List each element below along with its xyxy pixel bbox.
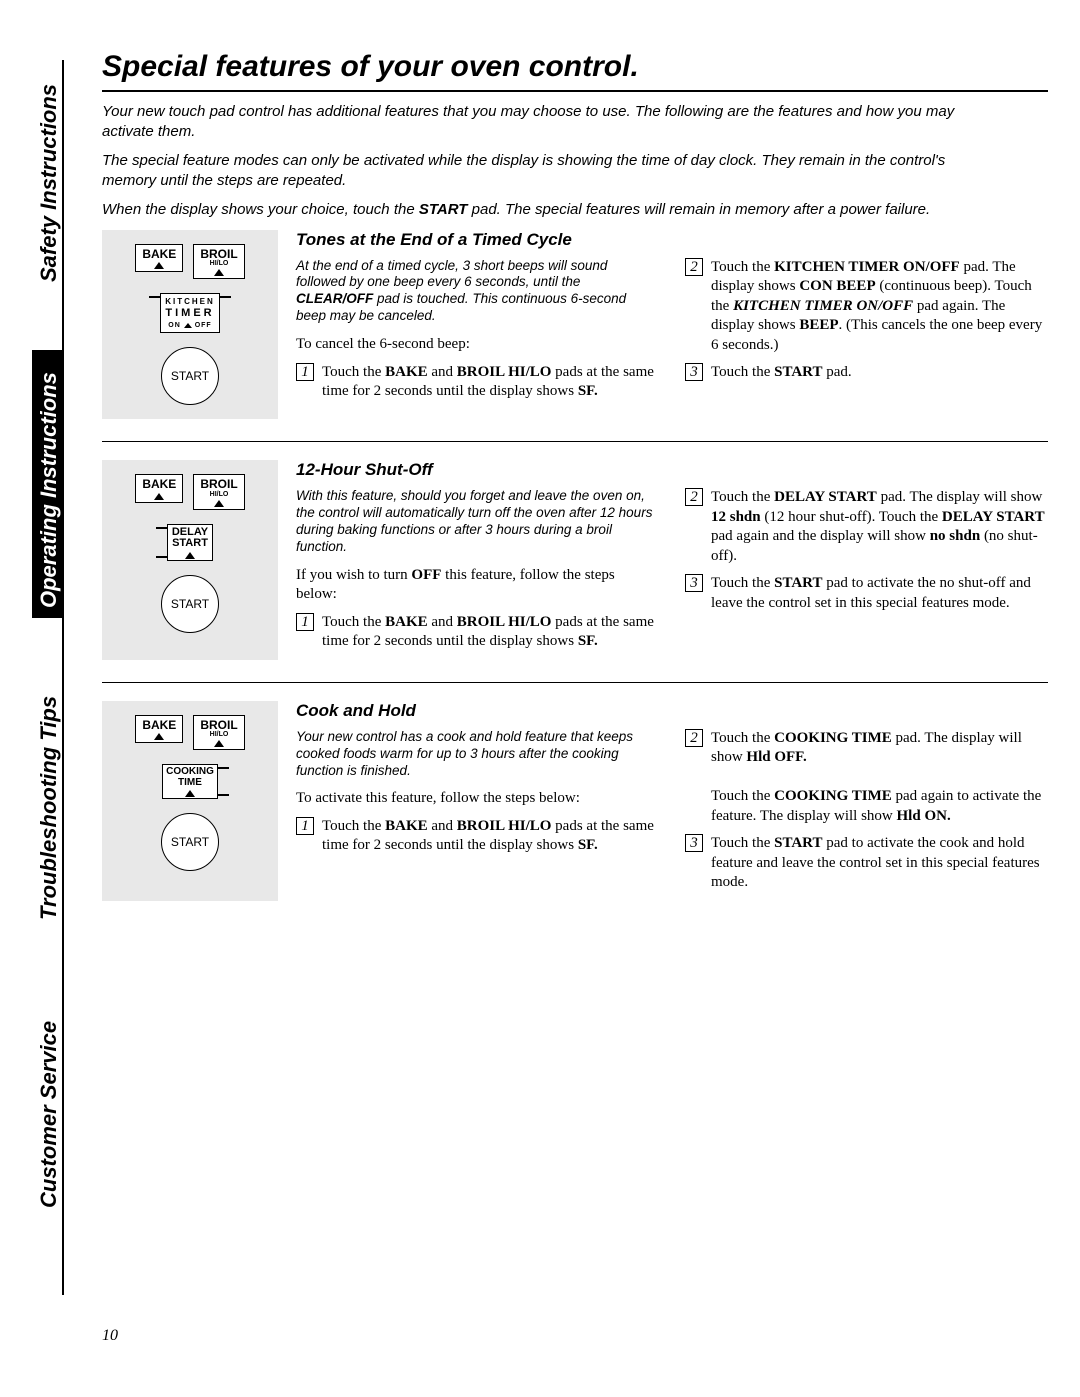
tab-label: Operating Instructions xyxy=(36,372,62,608)
up-arrow-icon xyxy=(185,552,195,559)
up-arrow-icon xyxy=(154,493,164,500)
lead-text: To cancel the 6-second beep: xyxy=(296,335,659,355)
tab-label: Safety Instructions xyxy=(36,84,62,282)
up-arrow-icon xyxy=(214,269,224,276)
tab-operating: Operating Instructions xyxy=(32,350,62,618)
sidebar-divider xyxy=(62,60,64,1295)
step-number-icon: 3 xyxy=(685,574,703,592)
up-arrow-icon xyxy=(154,733,164,740)
page-number: 10 xyxy=(102,1327,118,1345)
section-title: Cook and Hold xyxy=(296,701,1048,721)
section-tones: BAKE BROIL HI/LO KITCHEN TIMER ON OFF xyxy=(102,230,1048,443)
intro-text: Your new touch pad control has additiona… xyxy=(102,102,1002,220)
lead-text: To activate this feature, follow the ste… xyxy=(296,789,659,809)
intro-p1: Your new touch pad control has additiona… xyxy=(102,102,1002,141)
step-2: 2 Touch the KITCHEN TIMER ON/OFF pad. Th… xyxy=(685,258,1048,356)
pad-bake: BAKE xyxy=(135,244,183,273)
page-title: Special features of your oven control. xyxy=(102,50,1048,92)
step-1: 1 Touch the BAKE and BROIL HI/LO pads at… xyxy=(296,363,659,402)
step-number-icon: 2 xyxy=(685,488,703,506)
intro-p3: When the display shows your choice, touc… xyxy=(102,200,1002,220)
step-number-icon: 3 xyxy=(685,834,703,852)
up-arrow-icon xyxy=(214,500,224,507)
intro-p2: The special feature modes can only be ac… xyxy=(102,151,1002,190)
up-arrow-icon xyxy=(184,323,192,328)
section-intro: Your new control has a cook and hold fea… xyxy=(296,729,659,780)
step-3: 3 Touch the START pad to activate the co… xyxy=(685,834,1048,893)
step-3: 3 Touch the START pad. xyxy=(685,363,1048,383)
pad-bake: BAKE xyxy=(135,474,183,503)
step-number-icon: 2 xyxy=(685,729,703,747)
step-number-icon: 1 xyxy=(296,817,314,835)
step-3: 3 Touch the START pad to activate the no… xyxy=(685,574,1048,613)
sidebar-tabs: Safety Instructions Operating Instructio… xyxy=(32,32,92,1365)
control-panel-3: BAKE BROIL HI/LO COOKING TIME xyxy=(102,701,278,901)
step-number-icon: 1 xyxy=(296,613,314,631)
step-2: 2 Touch the COOKING TIME pad. The displa… xyxy=(685,729,1048,827)
control-panel-1: BAKE BROIL HI/LO KITCHEN TIMER ON OFF xyxy=(102,230,278,420)
step-number-icon: 1 xyxy=(296,363,314,381)
pad-bake: BAKE xyxy=(135,715,183,744)
section-intro: At the end of a timed cycle, 3 short bee… xyxy=(296,258,659,326)
pad-broil: BROIL HI/LO xyxy=(193,715,244,751)
section-shutoff: BAKE BROIL HI/LO DELAY START xyxy=(102,460,1048,683)
pad-delay-start: DELAY START xyxy=(167,524,213,561)
tab-customer: Customer Service xyxy=(32,996,62,1230)
up-arrow-icon xyxy=(214,740,224,747)
tab-label: Troubleshooting Tips xyxy=(36,696,62,920)
up-arrow-icon xyxy=(185,790,195,797)
control-panel-2: BAKE BROIL HI/LO DELAY START xyxy=(102,460,278,660)
lead-text: If you wish to turn OFF this feature, fo… xyxy=(296,566,659,605)
section-title: 12-Hour Shut-Off xyxy=(296,460,1048,480)
step-2: 2 Touch the DELAY START pad. The display… xyxy=(685,488,1048,566)
section-cookhold: BAKE BROIL HI/LO COOKING TIME xyxy=(102,701,1048,923)
pad-start: START xyxy=(161,813,219,871)
step-1: 1 Touch the BAKE and BROIL HI/LO pads at… xyxy=(296,613,659,652)
step-number-icon: 2 xyxy=(685,258,703,276)
pad-start: START xyxy=(161,575,219,633)
section-title: Tones at the End of a Timed Cycle xyxy=(296,230,1048,250)
pad-broil: BROIL HI/LO xyxy=(193,474,244,510)
pad-kitchen-timer: KITCHEN TIMER ON OFF xyxy=(160,293,220,333)
step-1: 1 Touch the BAKE and BROIL HI/LO pads at… xyxy=(296,817,659,856)
up-arrow-icon xyxy=(154,262,164,269)
pad-start: START xyxy=(161,347,219,405)
pad-broil: BROIL HI/LO xyxy=(193,244,244,280)
tab-troubleshooting: Troubleshooting Tips xyxy=(32,672,62,940)
section-intro: With this feature, should you forget and… xyxy=(296,488,659,556)
pad-cooking-time: COOKING TIME xyxy=(162,764,218,799)
tab-label: Customer Service xyxy=(36,1021,62,1208)
tab-safety: Safety Instructions xyxy=(32,60,62,292)
step-number-icon: 3 xyxy=(685,363,703,381)
